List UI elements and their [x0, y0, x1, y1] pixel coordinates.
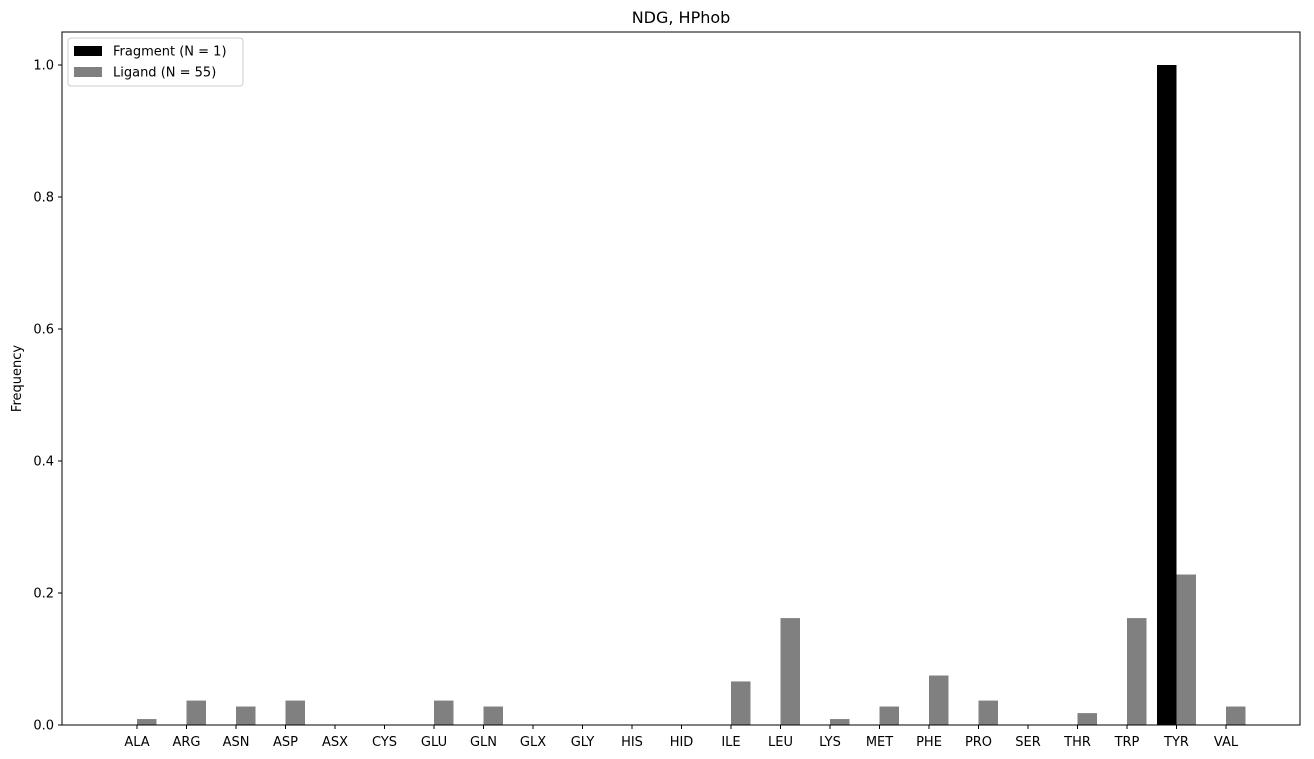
bar-ligand-trp — [1127, 618, 1147, 725]
x-tick-label-ser: SER — [1015, 735, 1041, 750]
y-tick-label: 0.8 — [33, 191, 54, 206]
bar-ligand-pro — [978, 700, 998, 725]
bar-ligand-val — [1226, 706, 1246, 725]
x-tick-label-val: VAL — [1214, 735, 1239, 750]
legend-swatch-fragment — [74, 46, 102, 56]
x-tick-label-met: MET — [866, 735, 893, 750]
y-tick-label: 0.2 — [33, 587, 54, 602]
legend-swatch-ligand — [74, 67, 102, 77]
x-tick-label-asx: ASX — [322, 735, 348, 750]
bar-ligand-ala — [137, 719, 157, 725]
bar-ligand-met — [879, 706, 899, 725]
bar-ligand-glu — [434, 700, 454, 725]
bar-ligand-arg — [186, 700, 206, 725]
legend-box — [67, 37, 244, 87]
bar-ligand-thr — [1077, 713, 1097, 725]
bar-ligand-gln — [483, 706, 503, 725]
x-tick-label-ala: ALA — [124, 735, 149, 750]
x-tick-label-glx: GLX — [520, 735, 546, 750]
bar-ligand-asp — [285, 700, 305, 725]
x-tick-label-phe: PHE — [916, 735, 942, 750]
x-tick-label-glu: GLU — [421, 735, 447, 750]
x-tick-label-tyr: TYR — [1163, 735, 1189, 750]
bar-ligand-tyr — [1176, 574, 1196, 725]
bars-group — [137, 65, 1246, 725]
x-tick-label-asn: ASN — [223, 735, 250, 750]
x-tick-label-cys: CYS — [372, 735, 397, 750]
x-tick-label-lys: LYS — [819, 735, 841, 750]
bar-ligand-phe — [929, 675, 949, 725]
x-tick-label-hid: HID — [670, 735, 694, 750]
x-tick-label-asp: ASP — [273, 735, 298, 750]
x-tick-label-his: HIS — [621, 735, 643, 750]
legend-label-ligand: Ligand (N = 55) — [113, 66, 216, 81]
y-ticks-group: 0.0 0.2 0.4 0.6 0.8 1.0 — [33, 59, 62, 734]
y-tick-label: 0.4 — [33, 455, 54, 470]
x-ticks-group: ALA ARG ASN ASP ASX CYS GLU GLN GLX GLY HIS HID ILE L… — [124, 725, 1239, 750]
bar-ligand-ile — [731, 681, 751, 725]
x-tick-label-gly: GLY — [571, 735, 595, 750]
x-tick-label-trp: TRP — [1114, 735, 1140, 750]
x-tick-label-ile: ILE — [721, 735, 740, 750]
bar-ligand-leu — [780, 618, 800, 725]
x-tick-label-arg: ARG — [173, 735, 201, 750]
x-tick-label-leu: LEU — [768, 735, 793, 750]
y-axis-label: Frequency — [10, 345, 25, 412]
x-tick-label-gln: GLN — [470, 735, 497, 750]
x-tick-label-thr: THR — [1063, 735, 1091, 750]
y-tick-label: 0.0 — [33, 719, 54, 734]
plot-frame — [61, 31, 1301, 726]
legend: Fragment (N = 1) Ligand (N = 55) — [67, 37, 244, 87]
bar-ligand-lys — [830, 719, 850, 725]
y-tick-label: 1.0 — [33, 59, 54, 74]
bar-ligand-asn — [236, 706, 256, 725]
chart-title: NDG, HPhob — [632, 8, 731, 27]
y-tick-label: 0.6 — [33, 323, 54, 338]
x-tick-label-pro: PRO — [965, 735, 992, 750]
bar-fragment-tyr — [1157, 65, 1177, 725]
legend-label-fragment: Fragment (N = 1) — [113, 45, 227, 60]
